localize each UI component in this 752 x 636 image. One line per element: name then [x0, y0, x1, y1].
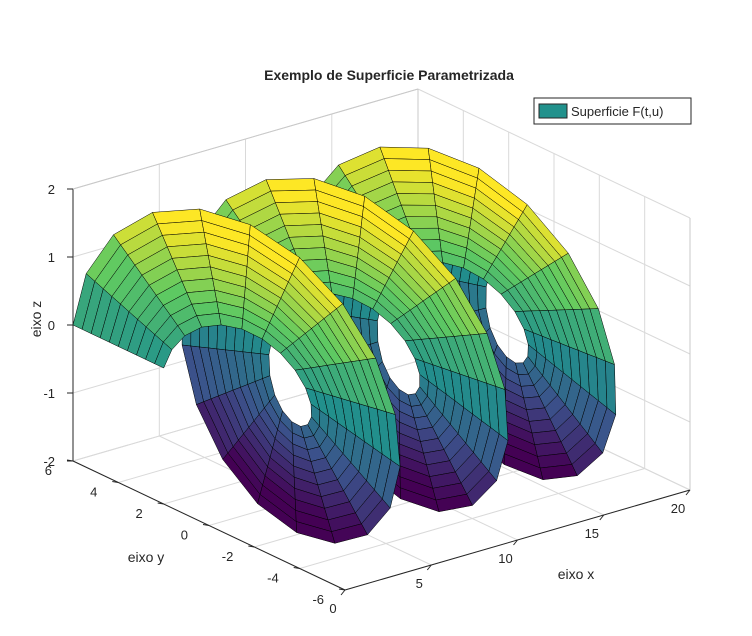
z-tick-label: -1 [43, 386, 55, 401]
surface-patch [368, 319, 379, 345]
x-tick-label: 10 [498, 551, 512, 566]
surface-patch [477, 284, 487, 311]
y-tick-label: 6 [45, 463, 52, 478]
x-tick-mark [599, 514, 605, 521]
surface-patch [401, 204, 438, 218]
grid-line-floor-y [299, 468, 645, 569]
y-axis-label: eixo y [128, 549, 165, 565]
y-tick-mark [293, 567, 300, 569]
y-tick-label: 2 [135, 506, 142, 521]
y-tick-mark [338, 588, 346, 591]
y-tick-label: -4 [267, 571, 279, 586]
z-tick-label: -2 [43, 454, 55, 469]
surface-patch [154, 341, 173, 369]
surface-patch [392, 181, 435, 195]
surface-patch [367, 357, 396, 415]
x-tick-label: 15 [585, 526, 599, 541]
y-tick-mark [202, 524, 210, 526]
y-tick-label: -6 [312, 592, 324, 607]
y-tick-label: 0 [181, 528, 188, 543]
y-tick-mark [248, 545, 255, 548]
legend-box [533, 97, 692, 125]
parametric-surface [72, 146, 617, 544]
legend: Superficie F(t,u) [533, 97, 692, 125]
z-axis-label: eixo z [28, 301, 44, 338]
x-tick-label: 5 [416, 576, 423, 591]
y-tick-label: 4 [90, 485, 97, 500]
box-edge [72, 88, 419, 190]
legend-swatch [538, 103, 568, 119]
surface-patch [478, 333, 506, 390]
z-tick-label: 2 [48, 182, 55, 197]
surface-patch [265, 178, 316, 192]
y-tick-mark [112, 481, 119, 483]
z-tick-label: 1 [48, 250, 55, 265]
legend-entry-label: Superficie F(t,u) [571, 104, 663, 119]
surface-patch [605, 360, 617, 415]
x-tick-mark [685, 489, 691, 496]
x-axis-label: eixo x [558, 566, 595, 582]
surface-patch [275, 201, 320, 215]
x-tick-label: 0 [329, 601, 336, 616]
surface-patch [396, 193, 436, 206]
y-tick-label: -2 [222, 549, 234, 564]
surface-patch [405, 216, 439, 229]
surface-patch [279, 212, 322, 227]
surface-patch [388, 170, 433, 183]
surface-patch [379, 146, 430, 160]
x-tick-label: 20 [671, 501, 685, 516]
x-tick-mark [340, 589, 346, 596]
surface-patch [288, 235, 326, 250]
y-tick-mark [157, 502, 164, 505]
x-tick-mark [513, 539, 518, 546]
surface-patch [383, 158, 432, 172]
surface-patch [589, 308, 615, 365]
z-tick-label: 0 [48, 318, 55, 333]
surface-patch [270, 189, 318, 203]
chart-title: Exemplo de Superficie Parametrizada [264, 67, 514, 83]
surface-patch [284, 224, 324, 238]
x-tick-mark [426, 564, 432, 571]
grid-line-sidewall-z [417, 88, 691, 219]
